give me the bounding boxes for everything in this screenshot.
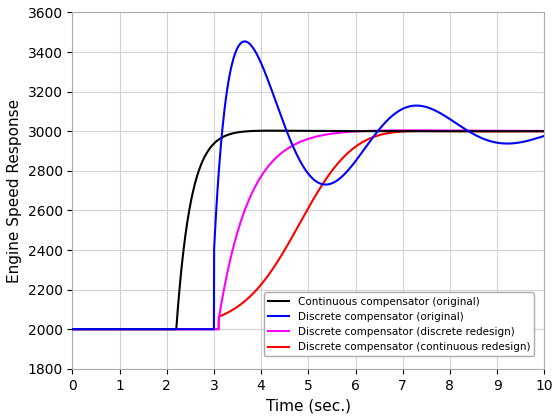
- Discrete compensator (original): [155, 327, 161, 332]
- Discrete compensator (discrete redesign): [249, 189, 256, 194]
- Continuous compensator (original): [155, 327, 161, 332]
- Discrete compensator (discrete redesign): [352, 129, 359, 134]
- Discrete compensator (discrete redesign): [155, 327, 161, 332]
- Continuous compensator (original): [376, 129, 382, 134]
- Line: Discrete compensator (continuous redesign): Discrete compensator (continuous redesig…: [72, 131, 544, 329]
- Continuous compensator (original): [457, 129, 464, 134]
- X-axis label: Time (sec.): Time (sec.): [266, 398, 351, 413]
- Discrete compensator (continuous redesign): [541, 129, 548, 134]
- Discrete compensator (continuous redesign): [155, 327, 161, 332]
- Continuous compensator (original): [541, 129, 548, 134]
- Continuous compensator (original): [69, 327, 76, 332]
- Continuous compensator (original): [249, 129, 256, 134]
- Discrete compensator (original): [241, 39, 248, 44]
- Discrete compensator (original): [69, 327, 76, 332]
- Discrete compensator (discrete redesign): [421, 128, 428, 133]
- Discrete compensator (continuous redesign): [376, 133, 382, 138]
- Discrete compensator (continuous redesign): [418, 129, 424, 134]
- Discrete compensator (original): [421, 104, 428, 109]
- Discrete compensator (original): [541, 134, 548, 139]
- Discrete compensator (original): [376, 127, 382, 132]
- Discrete compensator (discrete redesign): [457, 128, 464, 133]
- Line: Discrete compensator (original): Discrete compensator (original): [72, 42, 544, 329]
- Discrete compensator (original): [457, 123, 464, 129]
- Discrete compensator (discrete redesign): [408, 128, 415, 133]
- Discrete compensator (continuous redesign): [249, 291, 256, 297]
- Discrete compensator (discrete redesign): [376, 128, 382, 133]
- Line: Discrete compensator (discrete redesign): Discrete compensator (discrete redesign): [72, 130, 544, 329]
- Discrete compensator (continuous redesign): [457, 129, 464, 134]
- Continuous compensator (original): [352, 129, 359, 134]
- Line: Continuous compensator (original): Continuous compensator (original): [72, 131, 544, 329]
- Continuous compensator (original): [268, 128, 274, 133]
- Discrete compensator (discrete redesign): [541, 129, 548, 134]
- Legend: Continuous compensator (original), Discrete compensator (original), Discrete com: Continuous compensator (original), Discr…: [264, 292, 534, 357]
- Discrete compensator (continuous redesign): [352, 144, 359, 149]
- Discrete compensator (continuous redesign): [69, 327, 76, 332]
- Discrete compensator (continuous redesign): [421, 129, 428, 134]
- Discrete compensator (original): [249, 45, 256, 50]
- Y-axis label: Engine Speed Response: Engine Speed Response: [7, 99, 22, 283]
- Continuous compensator (original): [421, 129, 428, 134]
- Discrete compensator (original): [352, 159, 359, 164]
- Discrete compensator (discrete redesign): [69, 327, 76, 332]
